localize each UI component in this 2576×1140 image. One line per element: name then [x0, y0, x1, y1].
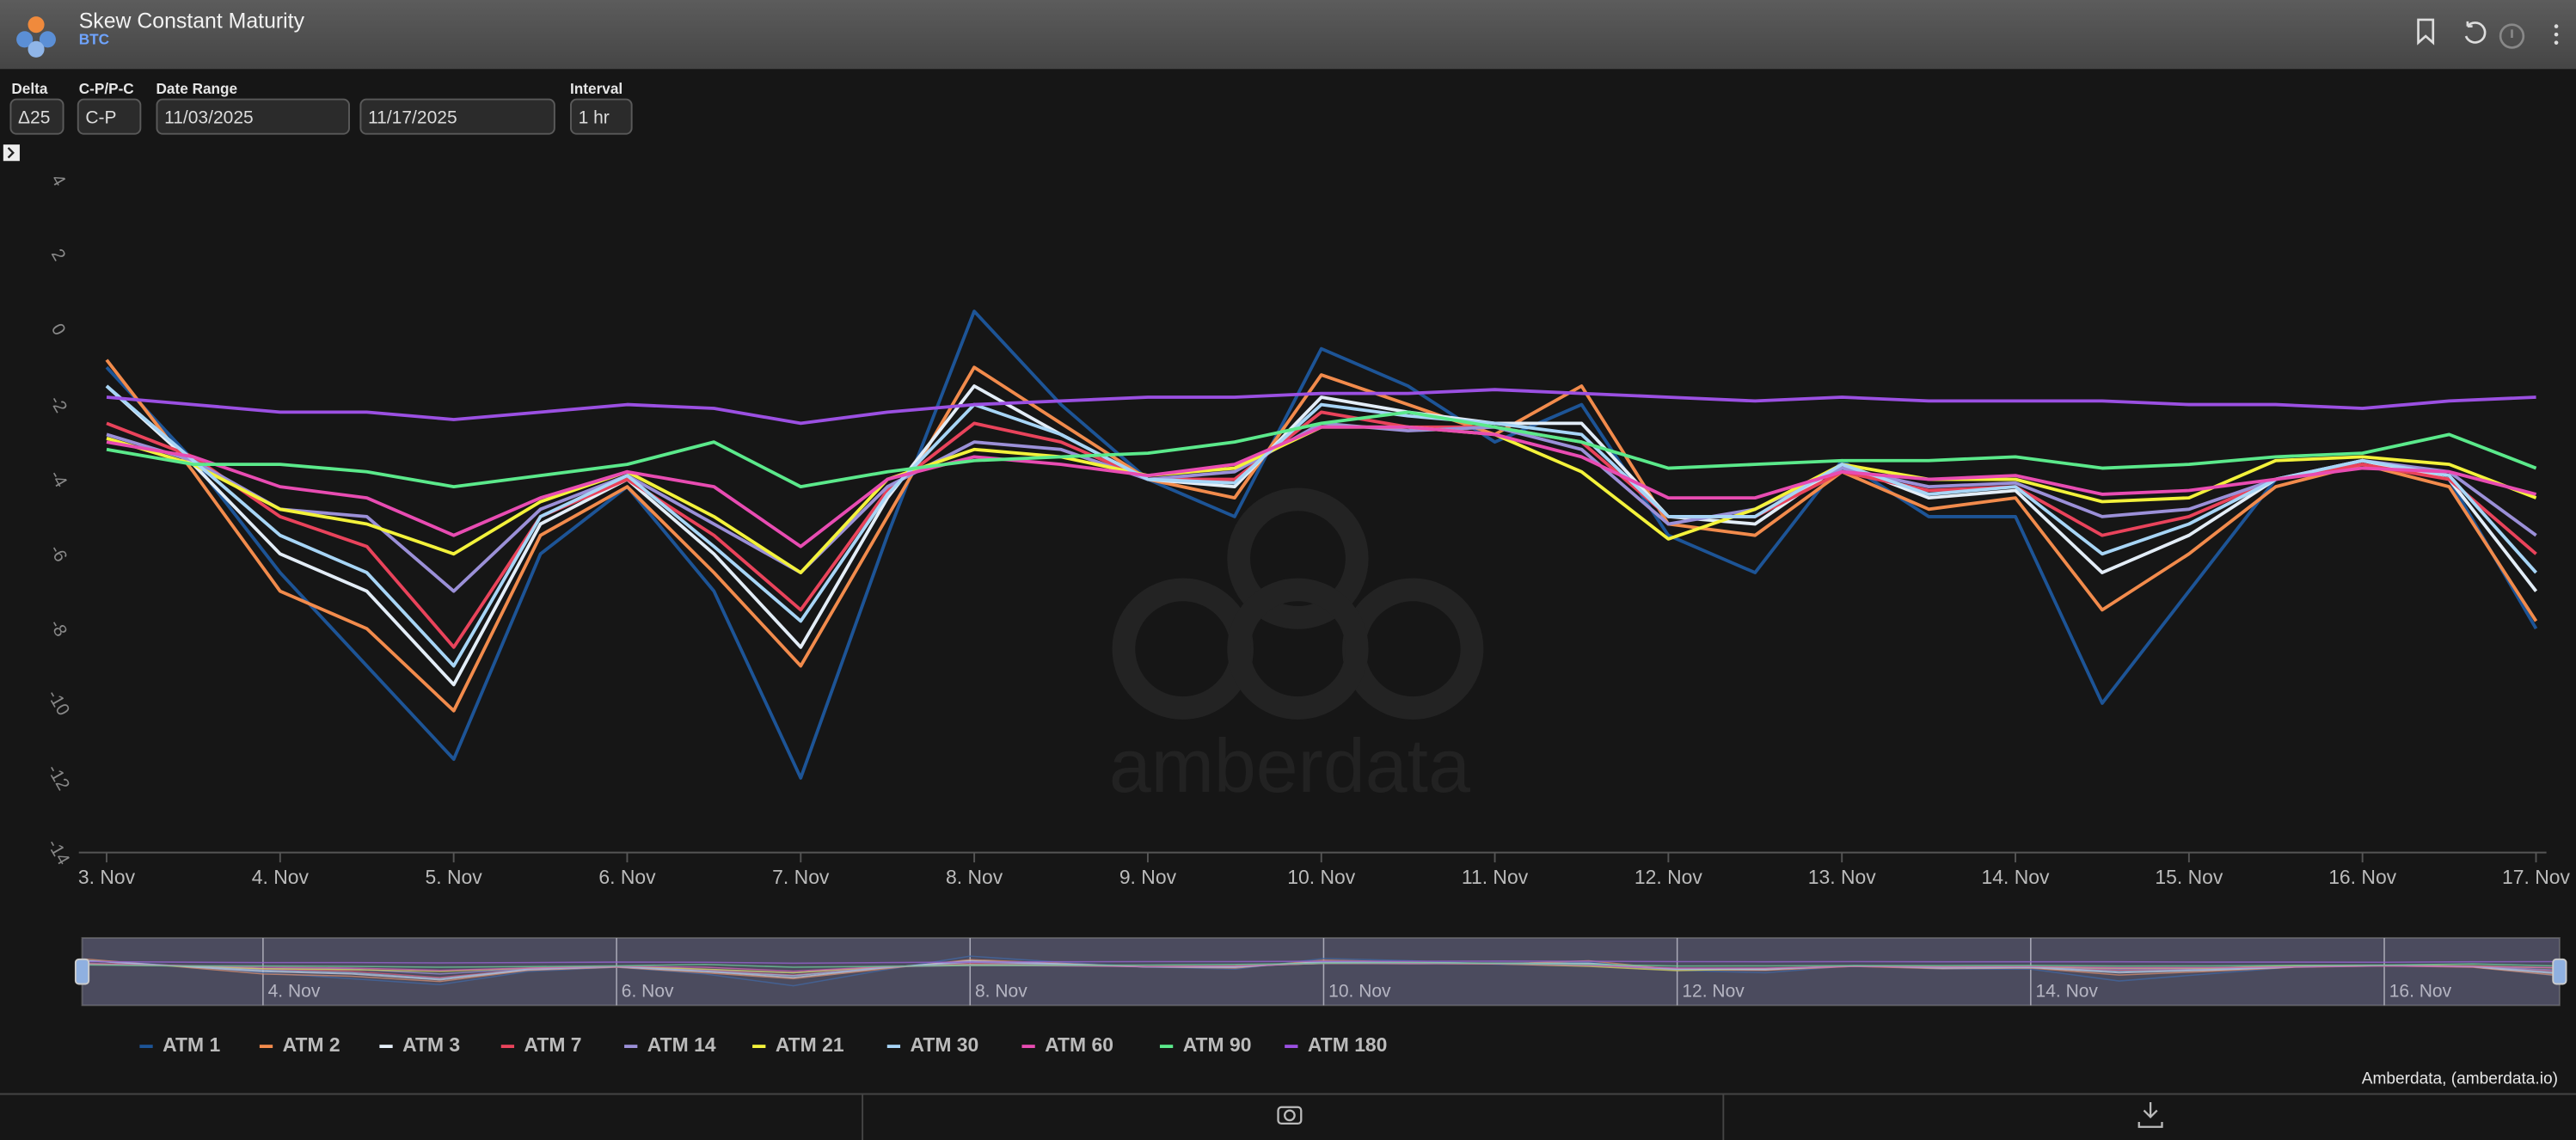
legend-label[interactable]: ATM 21 — [776, 1033, 844, 1056]
x-tick-label: 3. Nov — [78, 866, 136, 888]
delta-select[interactable]: Δ25 — [9, 98, 64, 135]
y-tick-label: -8 — [46, 616, 71, 640]
credit: Amberdata, (amberdata.io) — [2362, 1070, 2558, 1088]
navigator-line — [86, 955, 2561, 987]
legend-label[interactable]: ATM 30 — [911, 1033, 979, 1056]
sidebar-toggle[interactable] — [3, 144, 20, 162]
y-tick-label: 0 — [47, 321, 70, 340]
control-label: C-P/P-C — [78, 80, 134, 97]
x-tick-label: 5. Nov — [426, 866, 483, 888]
control-label: Interval — [570, 80, 623, 97]
y-tick-label: -2 — [46, 392, 71, 416]
x-tick-label: 7. Nov — [772, 866, 830, 888]
y-tick-label: 2 — [47, 246, 70, 265]
y-tick-label: -6 — [46, 542, 71, 566]
navigator-mask — [82, 937, 2560, 1006]
navigator-line — [86, 958, 2561, 983]
legend-label[interactable]: ATM 3 — [402, 1033, 460, 1056]
series-line — [105, 310, 2538, 780]
control-label: Delta — [11, 80, 48, 97]
legend-label[interactable]: ATM 1 — [163, 1033, 220, 1056]
y-tick-label: -14 — [43, 836, 73, 868]
x-tick-label: 13. Nov — [1808, 866, 1876, 888]
watermark: amberdata — [1109, 723, 1470, 808]
x-tick-label: 9. Nov — [1119, 866, 1177, 888]
navigator-tick-label: 10. Nov — [1328, 982, 1391, 1002]
y-tick-label: -4 — [46, 467, 71, 491]
header-bar: Skew Constant Maturity BTC — [0, 0, 2576, 70]
legend-label[interactable]: ATM 180 — [1308, 1033, 1388, 1056]
legend-label[interactable]: ATM 7 — [524, 1033, 582, 1056]
x-tick-label: 8. Nov — [946, 866, 1003, 888]
download-button[interactable] — [2137, 1102, 2163, 1128]
series-line — [106, 410, 2537, 649]
navigator-tick-label: 6. Nov — [622, 982, 674, 1002]
legend-label[interactable]: ATM 90 — [1183, 1033, 1252, 1056]
x-tick-label: 15. Nov — [2155, 866, 2223, 888]
y-tick-label: -12 — [43, 761, 73, 794]
legend-label[interactable]: ATM 2 — [283, 1033, 340, 1056]
start-date-input[interactable]: 11/03/2025 — [156, 98, 350, 135]
legend-label[interactable]: ATM 14 — [647, 1033, 716, 1056]
series-line — [106, 388, 2536, 426]
y-tick-label: -10 — [43, 687, 73, 720]
header-icons[interactable] — [2408, 13, 2573, 62]
x-tick-label: 17. Nov — [2502, 866, 2570, 888]
interval-select[interactable]: 1 hr — [570, 98, 633, 135]
navigator-tick-label: 4. Nov — [268, 982, 321, 1002]
y-tick-label: 4 — [47, 171, 70, 190]
navigator-tick-label: 8. Nov — [975, 982, 1027, 1002]
x-tick-label: 14. Nov — [1982, 866, 2050, 888]
x-tick-label: 16. Nov — [2328, 866, 2396, 888]
mode-select[interactable]: C-P — [77, 98, 142, 135]
title: Skew Constant Maturity — [78, 8, 305, 34]
subtitle: BTC — [78, 31, 110, 48]
series-line — [106, 410, 2537, 489]
control-label: Date Range — [156, 80, 238, 97]
x-tick-label: 10. Nov — [1287, 866, 1355, 888]
camera-button[interactable] — [1277, 1106, 1303, 1125]
navigator-tick-label: 14. Nov — [2036, 982, 2099, 1002]
x-tick-label: 12. Nov — [1635, 866, 1702, 888]
end-date-input[interactable]: 11/17/2025 — [359, 98, 555, 135]
navigator-line — [86, 959, 2561, 980]
navigator-line — [86, 961, 2561, 968]
toggle-arrow — [7, 147, 15, 159]
series-line — [105, 359, 2538, 713]
navigator-tick-label: 12. Nov — [1682, 982, 1745, 1002]
navigator-tick-label: 16. Nov — [2389, 982, 2452, 1002]
x-tick-label: 6. Nov — [598, 866, 656, 888]
logo — [16, 16, 56, 58]
legend-label[interactable]: ATM 60 — [1045, 1033, 1113, 1056]
watermark-logo — [1112, 487, 1484, 720]
series-line — [106, 425, 2537, 549]
x-tick-label: 4. Nov — [252, 866, 310, 888]
navigator-handle[interactable] — [2552, 958, 2567, 985]
navigator-line — [86, 960, 2561, 965]
x-tick-label: 11. Nov — [1462, 866, 1529, 888]
series-line — [105, 384, 2538, 687]
navigator-handle[interactable] — [74, 958, 90, 985]
series-line — [105, 384, 2537, 668]
